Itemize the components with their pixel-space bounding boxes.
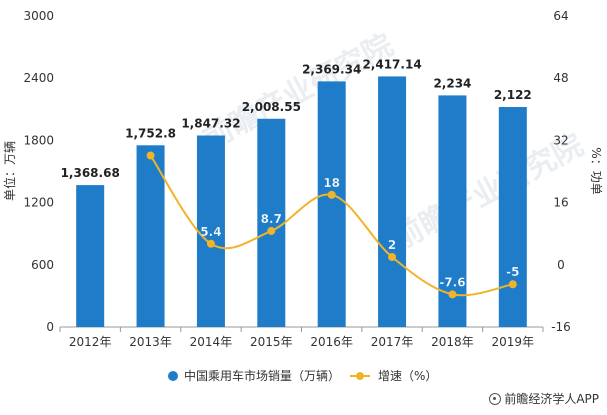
y-tick-label: 0: [46, 320, 54, 334]
bar-value-label: 2,234: [433, 76, 471, 90]
growth-point: [267, 226, 276, 235]
legend-label-bar: 中国乘用车市场销量（万辆）: [184, 368, 340, 383]
y-tick-label: 1800: [23, 133, 54, 147]
growth-value-label: -7.6: [439, 275, 465, 289]
bar: [317, 81, 346, 327]
y2-tick-label: 64: [553, 9, 568, 23]
growth-point: [146, 151, 155, 160]
legend-marker-bar: [168, 371, 178, 381]
y-axis-title: 单位：万辆: [2, 141, 17, 201]
bar: [257, 118, 286, 327]
bar: [196, 135, 225, 327]
branding: 前瞻经济学人APP: [489, 390, 599, 407]
growth-value-label: -5: [506, 265, 519, 279]
legend-marker-line-dot: [356, 372, 364, 380]
y-tick-label: 1200: [23, 196, 54, 210]
y-tick-label: 600: [31, 258, 54, 272]
growth-point: [508, 280, 517, 289]
branding-text: 前瞻经济学人APP: [504, 392, 599, 406]
bar-value-label: 2,122: [494, 88, 532, 102]
growth-point: [388, 253, 397, 262]
growth-point: [206, 239, 215, 248]
bar-value-label: 1,752.8: [125, 126, 176, 140]
growth-value-label: 5.4: [200, 225, 221, 239]
x-tick-label: 2015年: [250, 335, 293, 349]
growth-value-label: 2: [388, 238, 396, 252]
bar: [498, 107, 527, 327]
bar: [76, 185, 105, 327]
y2-axis-title: %：功单: [589, 147, 603, 194]
x-tick-label: 2014年: [190, 335, 233, 349]
growth-value-label: 18: [323, 176, 340, 190]
growth-point: [327, 190, 336, 199]
bar-value-label: 1,368.68: [61, 166, 120, 180]
bar: [136, 145, 165, 327]
x-tick-label: 2019年: [492, 335, 535, 349]
bar-value-label: 1,847.32: [181, 116, 240, 130]
y2-tick-label: -16: [551, 320, 571, 334]
bar-value-label: 2,417.14: [362, 57, 421, 71]
brand-logo-icon: [489, 392, 502, 405]
bar-value-label: 2,008.55: [242, 100, 301, 114]
y2-tick-label: 32: [553, 133, 568, 147]
growth-value-label: 8.7: [261, 212, 282, 226]
y-tick-label: 2400: [23, 71, 54, 85]
y2-tick-label: 0: [557, 258, 565, 272]
growth-point: [448, 290, 457, 299]
bar-value-label: 2,369.34: [302, 62, 361, 76]
watermark-text: 前瞻产业研究院: [197, 28, 399, 157]
y2-tick-label: 48: [553, 71, 568, 85]
y-tick-label: 3000: [23, 9, 54, 23]
bar: [378, 76, 407, 327]
x-tick-label: 2013年: [129, 335, 172, 349]
bar: [438, 95, 467, 328]
x-tick-label: 2012年: [69, 335, 112, 349]
y2-tick-label: 16: [553, 196, 568, 210]
legend-label-line: 增速（%）: [378, 369, 437, 383]
x-tick-label: 2016年: [310, 335, 353, 349]
x-tick-label: 2017年: [371, 335, 414, 349]
x-tick-label: 2018年: [431, 335, 474, 349]
